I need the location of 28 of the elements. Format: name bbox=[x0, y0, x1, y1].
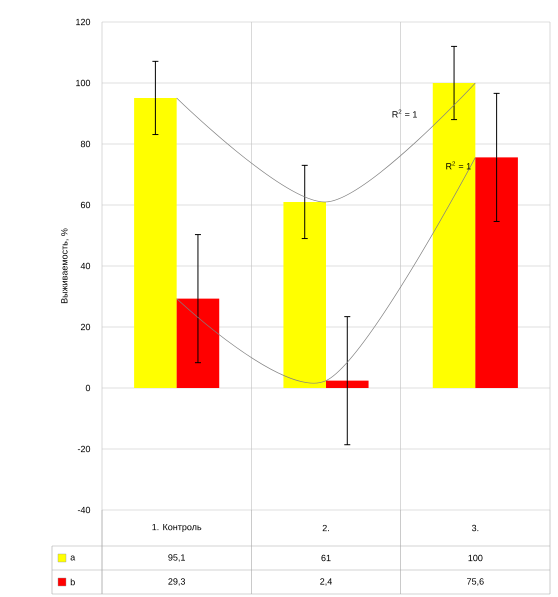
data-label: 100 bbox=[468, 554, 482, 562]
bar bbox=[432, 82, 476, 388]
y-tick-label: 0 bbox=[86, 384, 90, 392]
bar bbox=[134, 98, 177, 388]
bar bbox=[475, 157, 518, 388]
x-tick-label: 2. bbox=[322, 524, 329, 532]
bar bbox=[283, 202, 326, 388]
bar bbox=[326, 380, 369, 388]
data-label: 29,3 bbox=[168, 578, 186, 586]
data-label: 2,4 bbox=[320, 578, 332, 586]
data-label: 95,1 bbox=[168, 554, 185, 562]
y-tick-label: 60 bbox=[80, 202, 90, 208]
data-label: 75,6 bbox=[467, 578, 484, 586]
y-tick-label: 80 bbox=[80, 140, 90, 148]
y-tick-label: -20 bbox=[78, 446, 90, 452]
y-axis-title: Выживаемость, % bbox=[61, 228, 69, 304]
y-tick-label: 40 bbox=[80, 262, 90, 270]
legend-label: b bbox=[70, 578, 75, 586]
legend-label: a bbox=[70, 556, 76, 560]
y-tick-label: 120 bbox=[76, 18, 90, 26]
x-tick-label: 3. bbox=[472, 524, 478, 532]
data-label: 61 bbox=[321, 554, 331, 562]
x-tick-label: 1. Контроль bbox=[152, 524, 202, 532]
y-tick-label: 20 bbox=[80, 324, 90, 330]
annotation: R$^{2}$ = 1 bbox=[446, 161, 471, 170]
annotation: R$^{2}$ = 1 bbox=[392, 109, 417, 118]
y-tick-label: 100 bbox=[76, 80, 90, 86]
y-tick-label: -40 bbox=[78, 506, 90, 514]
